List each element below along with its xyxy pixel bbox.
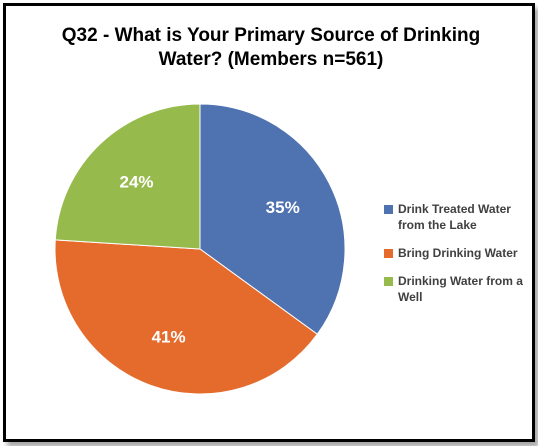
chart-frame: Q32 - What is Your Primary Source of Dri… [3,3,535,442]
legend-label-treated-lake: Drink Treated Water from the Lake [398,202,511,232]
legend-label-well-water: Drinking Water from a Well [398,274,523,304]
legend-swatch-treated-lake [384,205,393,214]
chart-title: Q32 - What is Your Primary Source of Dri… [61,25,481,70]
legend-item-bring-water: Bring Drinking Water [384,245,524,261]
slice-bring-water [54,239,319,395]
legend-item-well-water: Drinking Water from a Well [384,273,524,305]
legend-swatch-bring-water [384,249,393,258]
legend-label-bring-water: Bring Drinking Water [398,246,518,260]
pie-chart: 35% 41% 24% [54,103,346,395]
slice-well-water [54,103,201,250]
data-label-well-water: 24% [119,172,153,191]
data-label-bring-water: 41% [152,327,186,346]
chart-legend: Drink Treated Water from the Lake Bring … [384,201,524,317]
data-label-treated-lake: 35% [266,198,300,217]
legend-item-treated-lake: Drink Treated Water from the Lake [384,201,524,233]
legend-swatch-well-water [384,277,393,286]
slice-treated-lake [199,103,346,335]
